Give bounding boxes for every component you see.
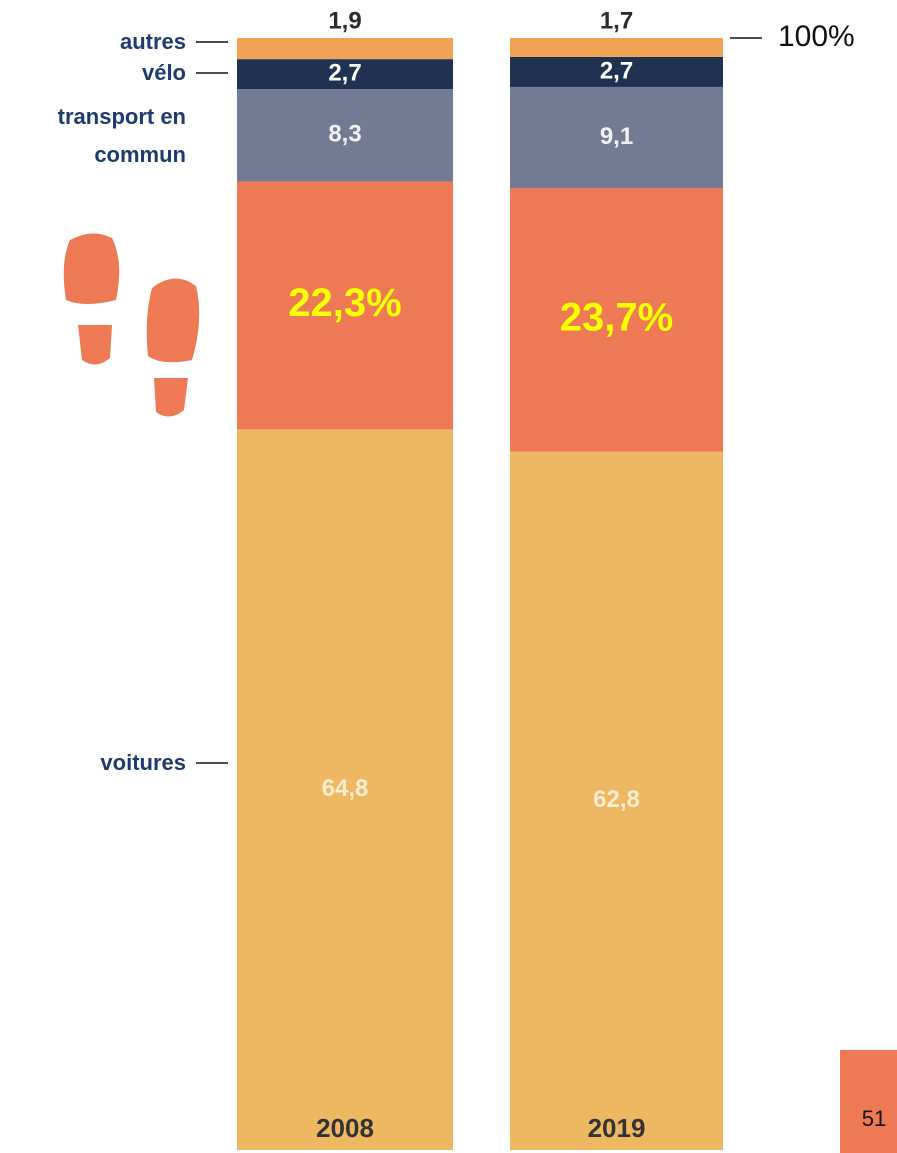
bar-segment (510, 86, 723, 189)
bar-segment (237, 59, 453, 90)
page-number-box (840, 1050, 897, 1153)
value-label: 2,7 (328, 59, 361, 86)
value-label: 62,8 (593, 786, 640, 813)
x-tick-label: 2008 (316, 1113, 374, 1143)
value-label: 22,3% (288, 281, 401, 325)
footprints (63, 233, 200, 417)
value-label: 2,7 (600, 57, 633, 84)
x-tick-label: 2019 (588, 1113, 646, 1143)
series-label: vélo (141, 60, 186, 85)
bar-segment (237, 181, 453, 430)
bar-segment (510, 38, 723, 57)
value-label: 9,1 (600, 123, 633, 150)
value-label: 1,9 (328, 7, 361, 34)
series-label: autres (119, 29, 186, 54)
bar-segment (510, 188, 723, 452)
value-label: 64,8 (322, 775, 369, 802)
series-label: voitures (100, 750, 186, 775)
y-tick-label: 100% (778, 20, 855, 53)
bar-segment (237, 429, 453, 1150)
bar-segment (237, 38, 453, 60)
value-label: 8,3 (328, 121, 361, 148)
bar-segment (237, 89, 453, 182)
page-number: 51 (862, 1106, 886, 1131)
bar-segment (510, 451, 723, 1150)
bar-segment (510, 56, 723, 87)
series-label: transport en commun (57, 104, 186, 167)
value-label: 1,7 (600, 7, 633, 34)
value-label: 23,7% (560, 295, 673, 339)
